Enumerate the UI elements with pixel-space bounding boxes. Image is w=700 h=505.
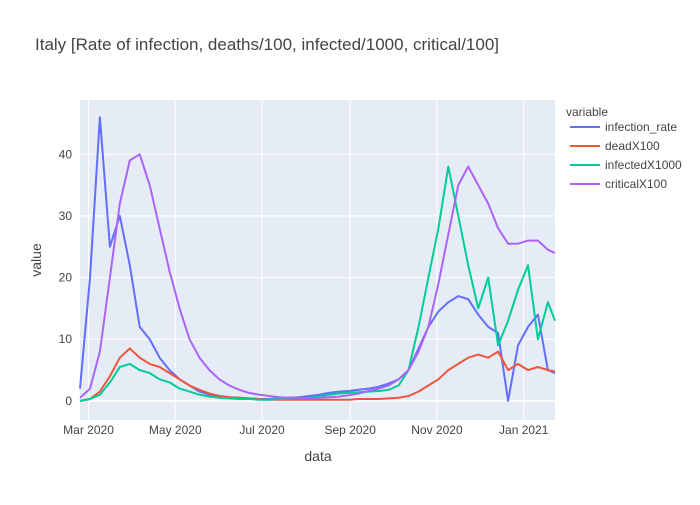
- y-tick-label: 40: [59, 147, 73, 161]
- plot-area[interactable]: [80, 100, 555, 420]
- legend-item-infectedX1000[interactable]: infectedX1000: [570, 158, 682, 172]
- legend-item-criticalX100[interactable]: criticalX100: [570, 177, 667, 191]
- legend-label: infection_rate: [605, 120, 677, 134]
- x-tick-label: Jan 2021: [499, 423, 549, 437]
- legend-label: criticalX100: [605, 177, 667, 191]
- series-lines: [79, 116, 556, 402]
- series-line-criticalX100[interactable]: [79, 153, 556, 400]
- x-axis-title: data: [304, 448, 331, 464]
- x-tick-label: Sep 2020: [325, 423, 377, 437]
- y-tick-label: 10: [59, 332, 73, 346]
- gridlines: [80, 100, 555, 420]
- y-tick-label: 20: [59, 271, 73, 285]
- y-axis-title: value: [28, 243, 44, 277]
- legend-label: infectedX1000: [605, 158, 682, 172]
- legend-item-deadX100[interactable]: deadX100: [570, 139, 660, 153]
- y-tick-label: 0: [65, 394, 72, 408]
- series-line-infectedX1000[interactable]: [79, 165, 556, 402]
- x-tick-label: Mar 2020: [63, 423, 114, 437]
- y-tick-labels: 0 10 20 30 40: [59, 147, 73, 408]
- legend-item-infection_rate[interactable]: infection_rate: [570, 120, 677, 134]
- legend: variable infection_rate deadX100 infectedX…: [566, 105, 682, 191]
- y-tick-label: 30: [59, 209, 73, 223]
- series-line-deadX100[interactable]: [79, 347, 556, 402]
- chart-title: Italy [Rate of infection, deaths/100, in…: [35, 35, 499, 54]
- legend-label: deadX100: [605, 139, 660, 153]
- x-tick-label: May 2020: [149, 423, 202, 437]
- x-tick-labels: Mar 2020 May 2020 Jul 2020 Sep 2020 Nov 2020…: [63, 423, 549, 437]
- x-tick-label: Nov 2020: [411, 423, 463, 437]
- legend-title: variable: [566, 105, 608, 119]
- x-tick-label: Jul 2020: [239, 423, 285, 437]
- series-line-infection_rate[interactable]: [79, 116, 556, 402]
